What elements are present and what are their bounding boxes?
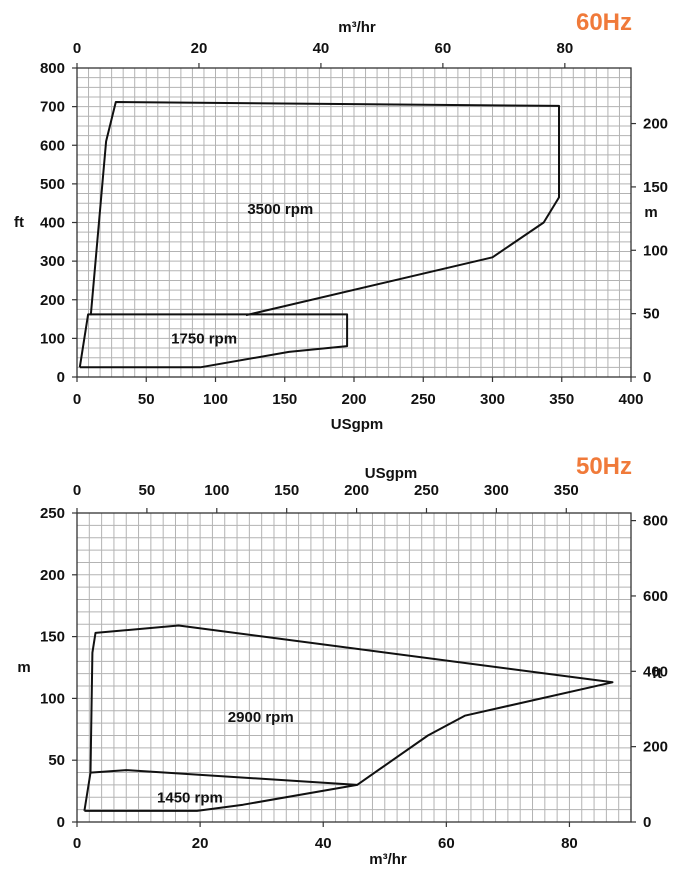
x-tick-label: 0: [73, 835, 81, 852]
plot-frame: [76, 512, 632, 823]
y-tick-label: 100: [40, 690, 65, 707]
y-tick-label: 200: [40, 292, 65, 309]
x2-axis-label: m³/hr: [338, 19, 376, 36]
x2-tick-label: 20: [191, 40, 208, 57]
y-tick-label: 300: [40, 253, 65, 270]
x-tick-label: 350: [549, 391, 574, 408]
y-tick-label: 50: [48, 752, 65, 769]
x2-tick-label: 50: [139, 482, 156, 499]
x2-tick-label: 100: [204, 482, 229, 499]
x2-tick-label: 150: [274, 482, 299, 499]
series-label: 1750 rpm: [171, 330, 237, 347]
chart-title: 60Hz: [576, 9, 632, 36]
y-tick-label: 800: [40, 60, 65, 77]
chart-60hz: 0 50 100 150 200 250 300 350 4000100200300400500…: [14, 9, 668, 433]
x-tick-label: 250: [411, 391, 436, 408]
grid: [77, 513, 631, 822]
x2-tick-label: 60: [435, 40, 452, 57]
x-tick-label: 400: [618, 391, 643, 408]
series-label: 2900 rpm: [228, 709, 294, 726]
x-tick-label: 50: [138, 391, 155, 408]
y-tick-label: 0: [57, 814, 65, 831]
x2-tick-label: 80: [556, 40, 573, 57]
y-tick-label: 150: [40, 629, 65, 646]
y2-tick-label: 200: [643, 739, 668, 756]
y2-tick-label: 0: [643, 369, 651, 386]
series-line-3500-rpm: [89, 101, 560, 317]
series-line-2900-rpm: [89, 624, 614, 786]
x2-tick-label: 40: [313, 40, 330, 57]
y-tick-label: 0: [57, 369, 65, 386]
chart-title: 50Hz: [576, 453, 632, 480]
y2-tick-label: 150: [643, 179, 668, 196]
y-tick-label: 100: [40, 330, 65, 347]
y2-axis-label: m: [644, 204, 657, 221]
y2-tick-label: 600: [643, 588, 668, 605]
y-tick-label: 250: [40, 505, 65, 522]
y-tick-label: 600: [40, 137, 65, 154]
y-tick-label: 200: [40, 567, 65, 584]
x2-tick-label: 0: [73, 482, 81, 499]
series-label: 1450 rpm: [157, 789, 223, 806]
x-tick-label: 40: [315, 835, 332, 852]
grid: [77, 68, 631, 377]
x-tick-label: 100: [203, 391, 228, 408]
series-line-1750-rpm: [78, 313, 349, 369]
y-axis-label: ft: [14, 214, 24, 231]
y-tick-label: 700: [40, 99, 65, 116]
series-line-1450-rpm: [83, 769, 359, 812]
y2-tick-label: 0: [643, 814, 651, 831]
x-axis-label: USgpm: [331, 416, 384, 433]
x2-axis-label: USgpm: [365, 465, 418, 482]
y-tick-label: 400: [40, 215, 65, 232]
x-tick-label: 0: [73, 391, 81, 408]
x-tick-label: 60: [438, 835, 455, 852]
x-tick-label: 80: [561, 835, 578, 852]
y2-tick-label: 200: [643, 116, 668, 133]
x2-tick-label: 250: [414, 482, 439, 499]
x-tick-label: 20: [192, 835, 209, 852]
y2-tick-label: 50: [643, 306, 660, 323]
x2-tick-label: 200: [344, 482, 369, 499]
x-tick-label: 300: [480, 391, 505, 408]
x2-tick-label: 300: [484, 482, 509, 499]
y-axis-label: m: [17, 659, 30, 676]
y-tick-label: 500: [40, 176, 65, 193]
y2-tick-label: 400: [643, 663, 668, 680]
series-label: 3500 rpm: [247, 201, 313, 218]
x-tick-label: 150: [272, 391, 297, 408]
x2-tick-label: 0: [73, 40, 81, 57]
x-axis-label: m³/hr: [369, 851, 407, 868]
y2-tick-label: 100: [643, 242, 668, 259]
y2-tick-label: 800: [643, 513, 668, 530]
x2-tick-label: 350: [554, 482, 579, 499]
x-tick-label: 200: [341, 391, 366, 408]
y2-axis-label: ft: [652, 665, 662, 682]
